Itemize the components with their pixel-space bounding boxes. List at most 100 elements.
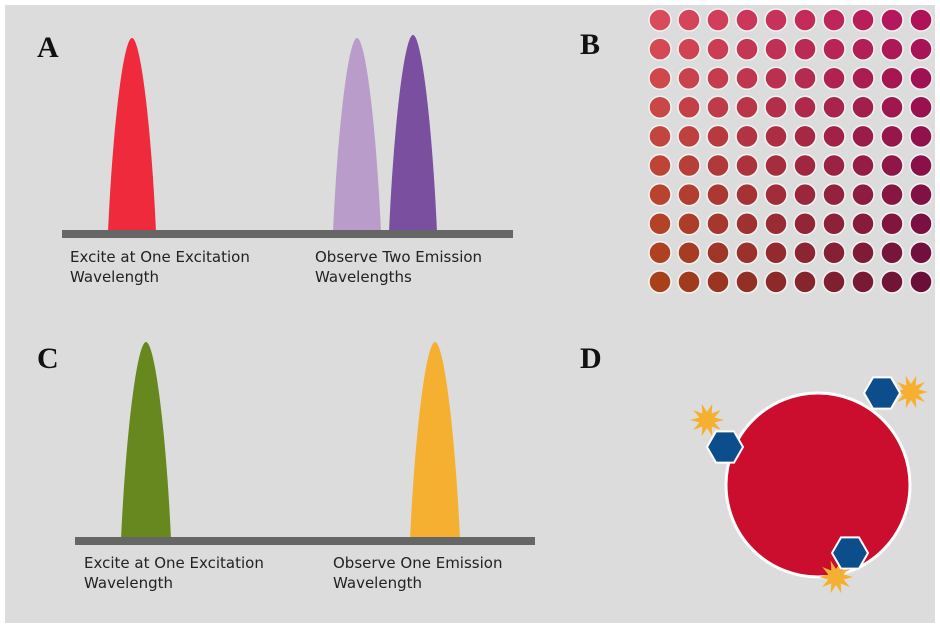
well — [823, 242, 845, 264]
well — [678, 96, 700, 118]
well — [823, 184, 845, 206]
well — [649, 38, 671, 60]
well — [678, 271, 700, 293]
well — [910, 213, 932, 235]
well — [823, 213, 845, 235]
well — [881, 184, 903, 206]
well — [794, 67, 816, 89]
baseline — [75, 537, 535, 545]
well — [736, 67, 758, 89]
panel-label: C — [37, 342, 59, 375]
well — [852, 155, 874, 177]
well — [765, 242, 787, 264]
well — [910, 67, 932, 89]
caption: Excite at One Excitation — [84, 554, 264, 572]
well — [823, 155, 845, 177]
well — [765, 9, 787, 31]
well — [707, 242, 729, 264]
well — [823, 9, 845, 31]
well — [910, 9, 932, 31]
well — [736, 271, 758, 293]
caption: Wavelength — [84, 574, 173, 592]
well — [707, 67, 729, 89]
well — [910, 96, 932, 118]
hexagon-tag — [707, 431, 743, 462]
caption: Wavelength — [70, 268, 159, 286]
well — [707, 96, 729, 118]
well — [881, 9, 903, 31]
figure: A Excite at One Excitation Wavelength Ob… — [0, 0, 940, 628]
well — [794, 125, 816, 147]
well — [765, 184, 787, 206]
well — [649, 271, 671, 293]
well — [881, 271, 903, 293]
well — [678, 155, 700, 177]
well — [881, 155, 903, 177]
well — [765, 96, 787, 118]
well — [794, 271, 816, 293]
well — [852, 38, 874, 60]
well — [852, 96, 874, 118]
well — [707, 271, 729, 293]
well — [823, 67, 845, 89]
well — [794, 184, 816, 206]
well — [852, 213, 874, 235]
well — [707, 155, 729, 177]
well — [707, 184, 729, 206]
well — [910, 242, 932, 264]
well — [678, 9, 700, 31]
well — [794, 155, 816, 177]
well — [707, 213, 729, 235]
panel-label: B — [580, 28, 600, 61]
well — [910, 38, 932, 60]
well — [707, 38, 729, 60]
panel-label: A — [37, 31, 59, 64]
well — [707, 125, 729, 147]
well — [736, 9, 758, 31]
well — [881, 125, 903, 147]
well — [852, 125, 874, 147]
well — [910, 155, 932, 177]
particle — [726, 393, 910, 577]
well — [736, 96, 758, 118]
well — [736, 184, 758, 206]
well — [736, 213, 758, 235]
well — [910, 125, 932, 147]
well — [881, 38, 903, 60]
baseline — [62, 230, 513, 238]
well — [678, 242, 700, 264]
well — [649, 242, 671, 264]
well — [852, 67, 874, 89]
well — [794, 9, 816, 31]
well — [678, 213, 700, 235]
well — [649, 96, 671, 118]
well — [910, 184, 932, 206]
well — [910, 271, 932, 293]
well — [881, 213, 903, 235]
well — [823, 96, 845, 118]
well — [678, 184, 700, 206]
well — [794, 213, 816, 235]
well — [881, 67, 903, 89]
well — [678, 125, 700, 147]
well — [736, 155, 758, 177]
well — [765, 213, 787, 235]
well — [707, 9, 729, 31]
well — [678, 38, 700, 60]
well — [823, 38, 845, 60]
well — [649, 184, 671, 206]
well — [794, 38, 816, 60]
well — [649, 9, 671, 31]
well — [765, 38, 787, 60]
well — [852, 9, 874, 31]
hexagon-tag — [832, 537, 868, 568]
well — [649, 213, 671, 235]
well — [881, 96, 903, 118]
well — [736, 242, 758, 264]
well — [649, 155, 671, 177]
caption: Excite at One Excitation — [70, 248, 250, 266]
well — [881, 242, 903, 264]
well — [794, 242, 816, 264]
well — [765, 271, 787, 293]
well — [765, 67, 787, 89]
